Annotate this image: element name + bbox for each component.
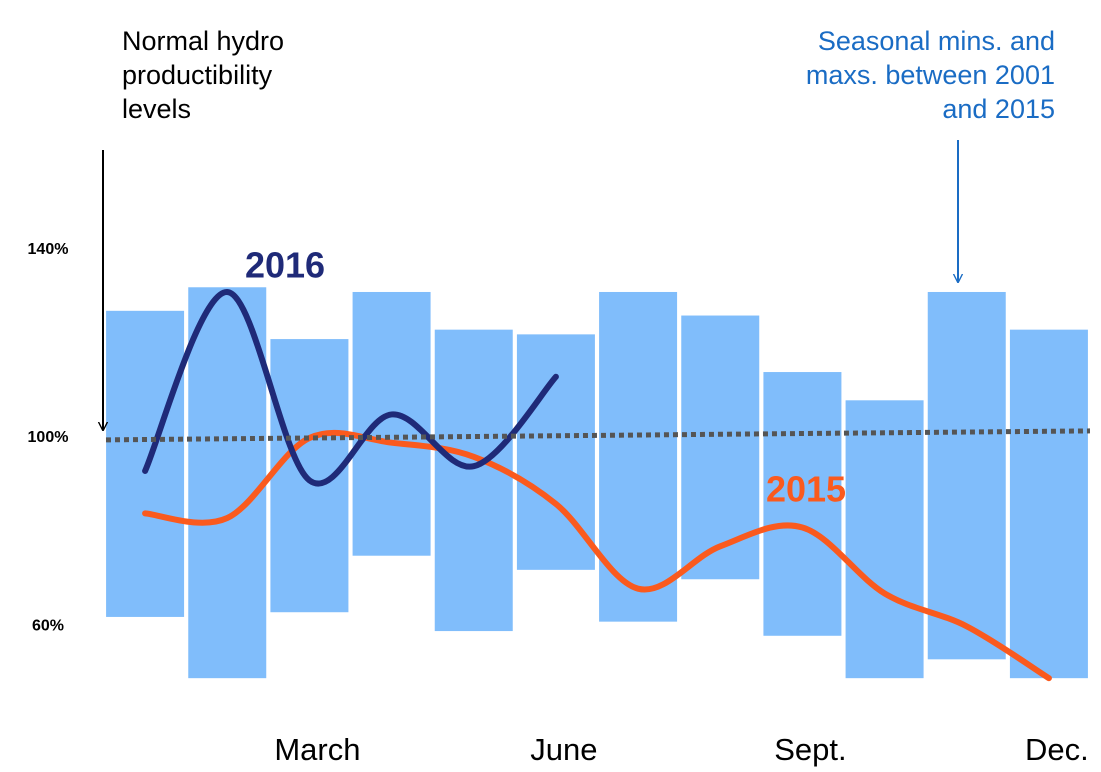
- series-line: [142, 288, 559, 487]
- annotation: Normal hydro: [122, 26, 284, 56]
- x-tick-label: June: [530, 732, 597, 767]
- range-bar: [927, 291, 1006, 660]
- range-bar: [352, 291, 431, 556]
- range-bar: [681, 315, 760, 580]
- series-label: 2015: [766, 469, 846, 510]
- annotation: productibility: [122, 60, 273, 90]
- series-line: [142, 429, 1052, 682]
- annotation: maxs. between 2001: [806, 60, 1055, 90]
- annotation: and 2015: [942, 94, 1055, 124]
- range-bar: [1009, 329, 1088, 679]
- annotation: levels: [122, 94, 191, 124]
- reference-line: [105, 428, 1091, 443]
- x-tick-label: Sept.: [774, 732, 846, 767]
- y-tick-label: 60%: [32, 618, 64, 635]
- range-bar: [188, 287, 267, 679]
- range-bar: [845, 400, 924, 679]
- x-tick-label: Dec.: [1025, 732, 1089, 767]
- y-tick-label: 100%: [28, 429, 69, 446]
- annotation: Seasonal mins. and: [818, 26, 1055, 56]
- series-label: 2016: [245, 245, 325, 286]
- y-tick-label: 140%: [28, 241, 69, 258]
- range-bar: [763, 372, 842, 636]
- range-bar: [434, 329, 513, 632]
- x-tick-label: March: [274, 732, 360, 767]
